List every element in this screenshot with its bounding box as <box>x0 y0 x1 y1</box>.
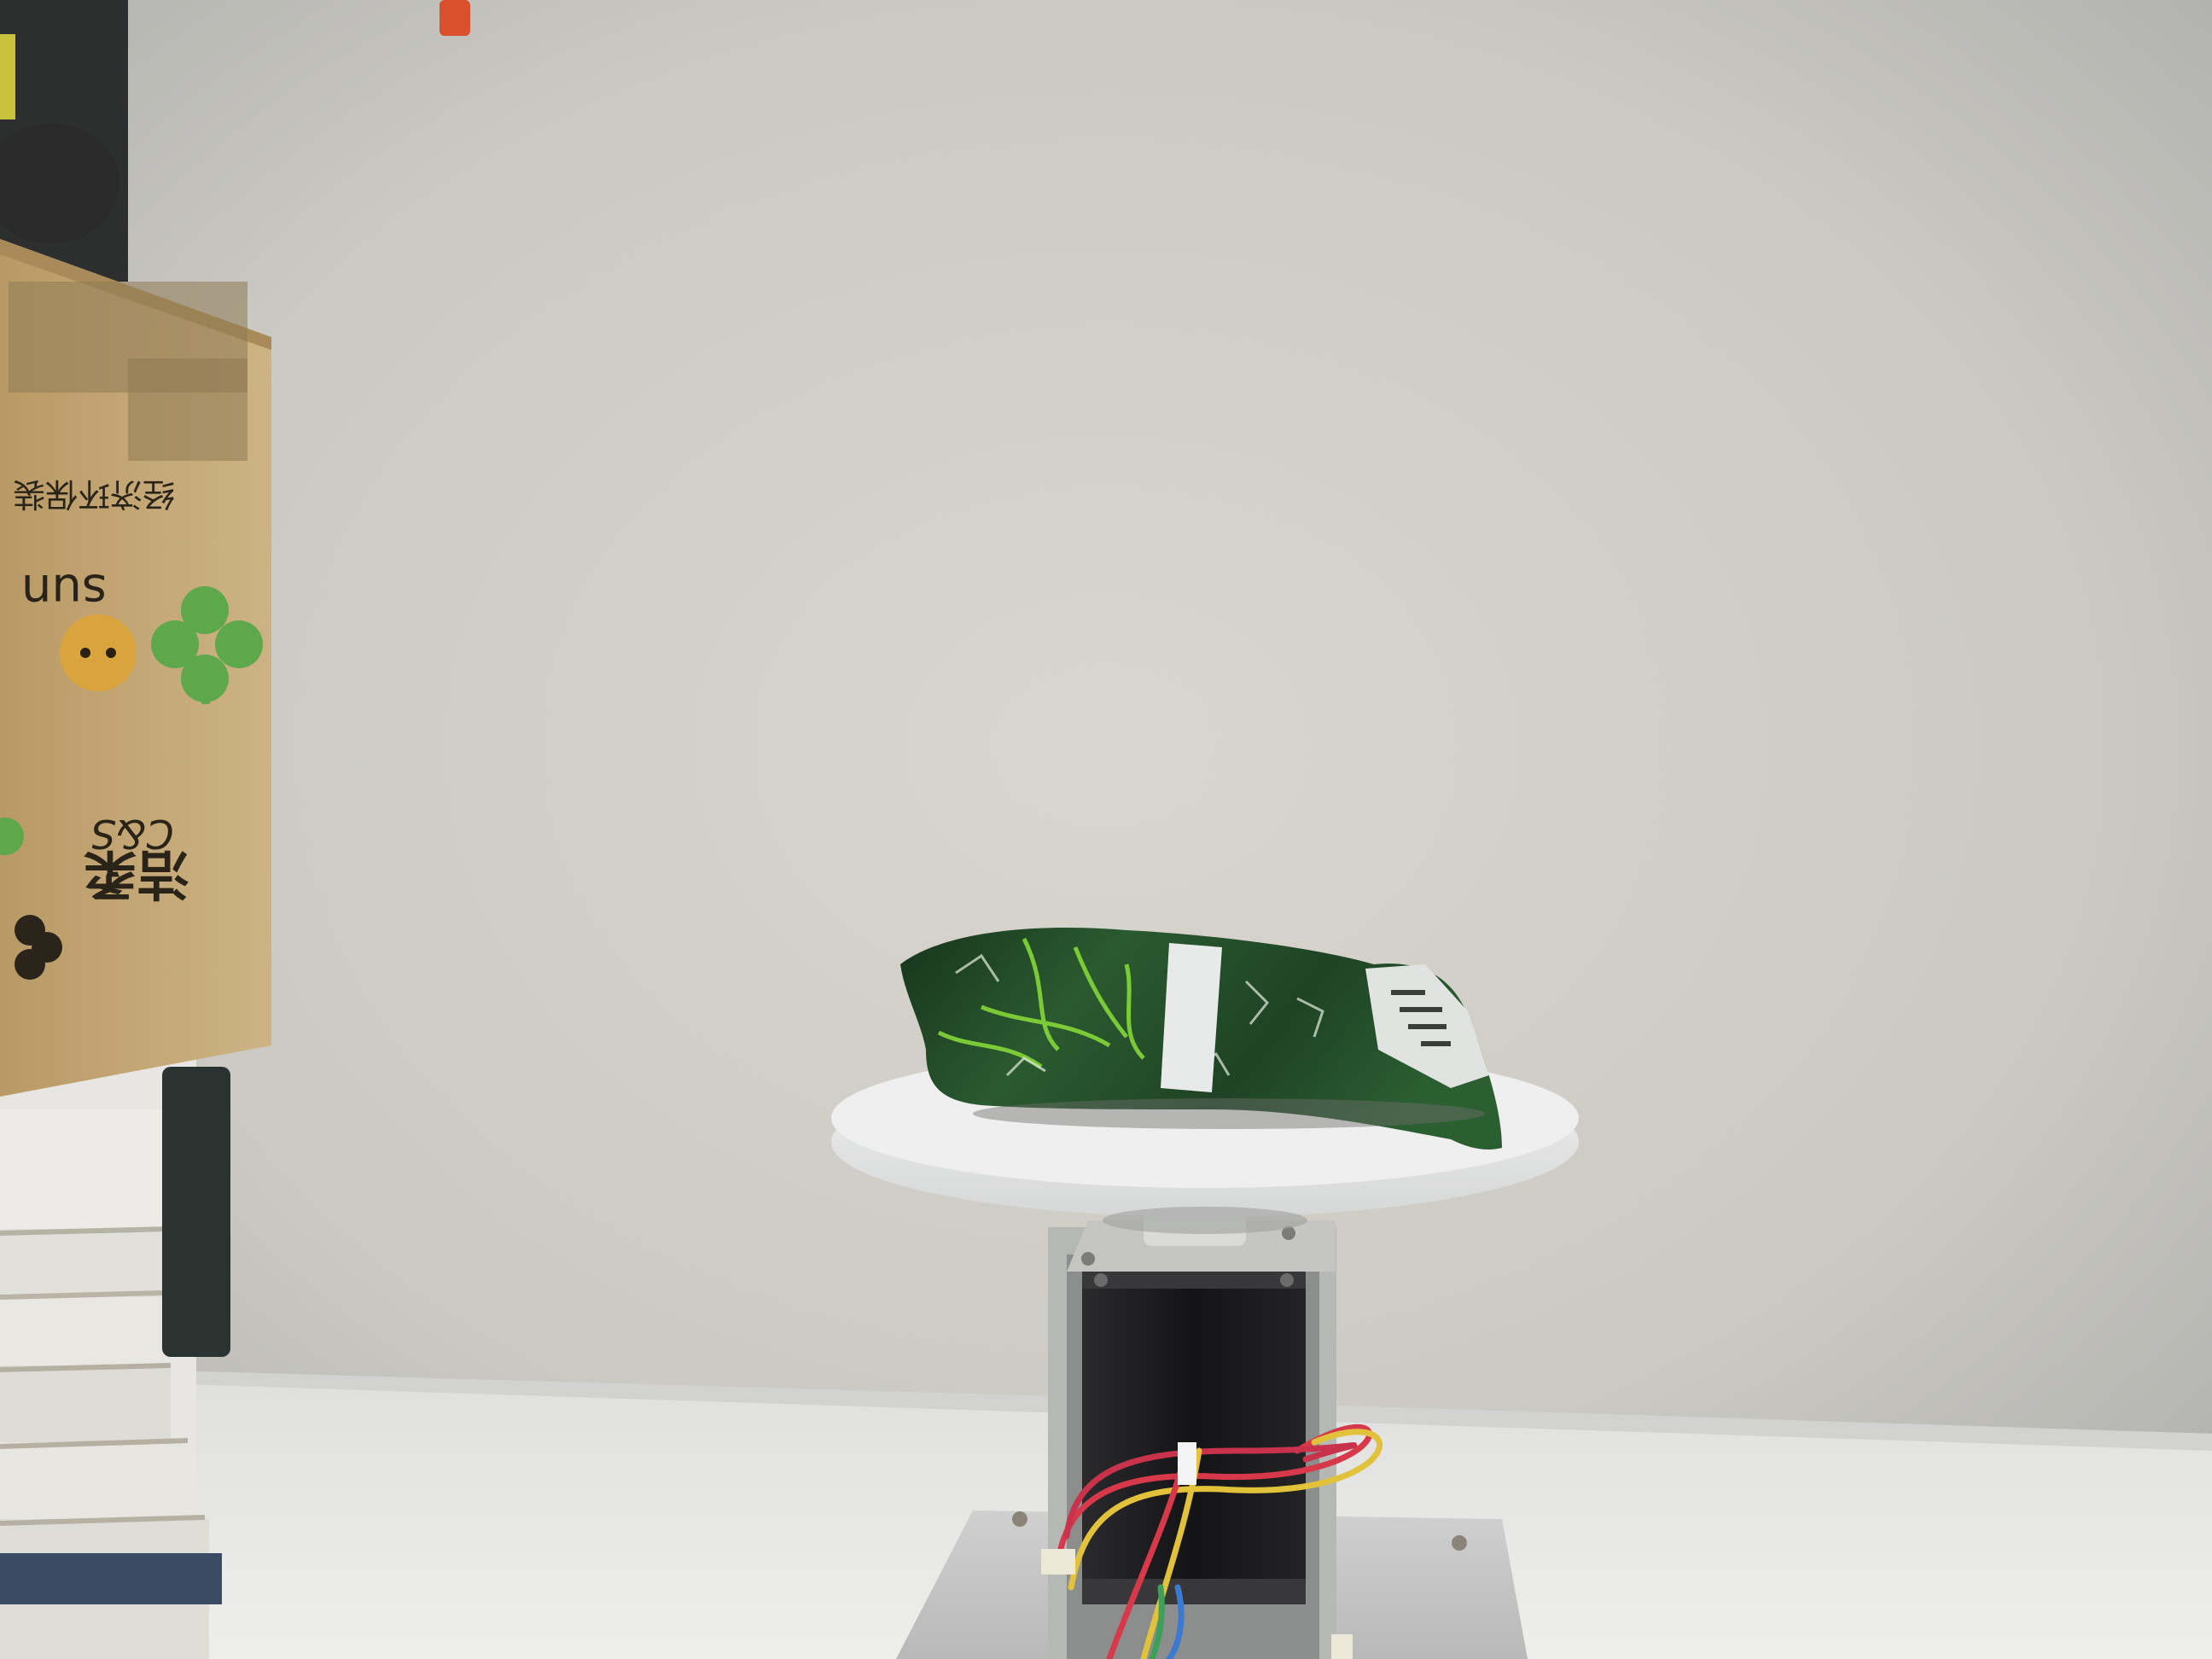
box-subtitle-text: 经济环保装 <box>13 475 176 513</box>
box-small-text: sun <box>20 563 108 619</box>
box-latin-text: C&S <box>90 811 174 857</box>
